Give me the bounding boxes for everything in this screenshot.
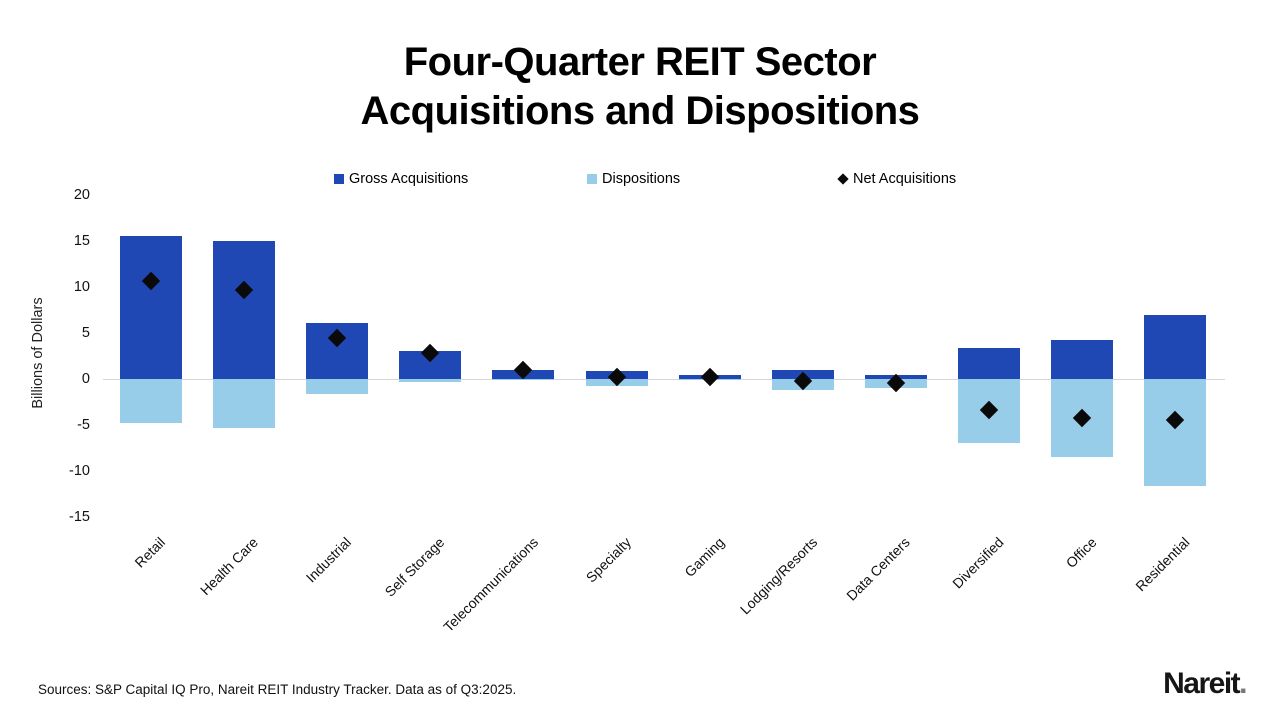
dispositions-bar	[492, 379, 555, 380]
legend-label: Gross Acquisitions	[349, 171, 469, 187]
y-axis-tick-label: 10	[73, 279, 90, 295]
y-axis-tick-label: 5	[81, 325, 90, 341]
legend: Gross Acquisitions Dispositions Net Acqu…	[0, 169, 1280, 191]
chart-title: Four-Quarter REIT Sector Acquisitions an…	[0, 38, 1280, 136]
zero-gridline	[103, 379, 1225, 380]
source-note: Sources: S&P Capital IQ Pro, Nareit REIT…	[38, 682, 517, 697]
nareit-logo-dot: .	[1239, 667, 1247, 700]
dispositions-bar	[1144, 379, 1207, 486]
y-axis-title: Billions of Dollars	[30, 297, 46, 409]
net-acquisitions-diamond-icon	[837, 173, 849, 185]
x-axis-label: Diversified	[948, 534, 1007, 592]
chart-title-line2: Acquisitions and Dispositions	[360, 89, 920, 133]
legend-label: Dispositions	[602, 171, 681, 187]
y-axis-tick-label: -5	[77, 417, 90, 433]
x-axis-label: Office	[1062, 534, 1100, 571]
legend-item-gross-acquisitions: Gross Acquisitions	[334, 169, 468, 189]
x-axis-label: Industrial	[303, 534, 355, 586]
net-acquisitions-marker	[700, 367, 719, 387]
chart-title-line1: Four-Quarter REIT Sector	[403, 40, 877, 84]
x-axis-label: Telecommunications	[439, 534, 541, 636]
x-axis-label: Specialty	[582, 534, 634, 586]
y-axis-tick-label: 20	[73, 187, 90, 203]
x-axis-label: Gaming	[680, 534, 727, 580]
y-axis-tick-label: -15	[69, 509, 90, 525]
y-axis-tick-label: 0	[81, 371, 90, 387]
y-axis-tick-label: 15	[73, 233, 90, 249]
legend-label: Net Acquisitions	[853, 171, 957, 187]
dispositions-bar	[399, 379, 462, 382]
dispositions-bar	[213, 379, 276, 428]
dispositions-bar	[120, 379, 182, 424]
gross-acquisitions-bar	[957, 347, 1020, 379]
gross-acquisitions-bar	[213, 241, 276, 379]
x-axis-label: Health Care	[197, 534, 262, 599]
x-axis-label: Data Centers	[843, 534, 914, 604]
legend-item-net-acquisitions: Net Acquisitions	[837, 169, 957, 189]
gross-acquisitions-bar	[1051, 340, 1113, 379]
gross-acquisitions-bar	[120, 236, 182, 379]
x-axis-label: Residential	[1132, 534, 1193, 595]
legend-item-dispositions: Dispositions	[587, 169, 680, 189]
y-axis-tick-label: -10	[69, 463, 90, 479]
x-axis-label: Lodging/Resorts	[736, 534, 821, 618]
dispositions-swatch-icon	[587, 174, 597, 184]
gross-acquisitions-swatch-icon	[334, 174, 344, 184]
gross-acquisitions-bar	[1144, 314, 1207, 379]
dispositions-bar	[306, 379, 369, 394]
x-axis-label: Retail	[131, 534, 169, 571]
nareit-logo: Nareit.	[1163, 667, 1247, 700]
x-axis-label: Self Storage	[381, 534, 448, 600]
